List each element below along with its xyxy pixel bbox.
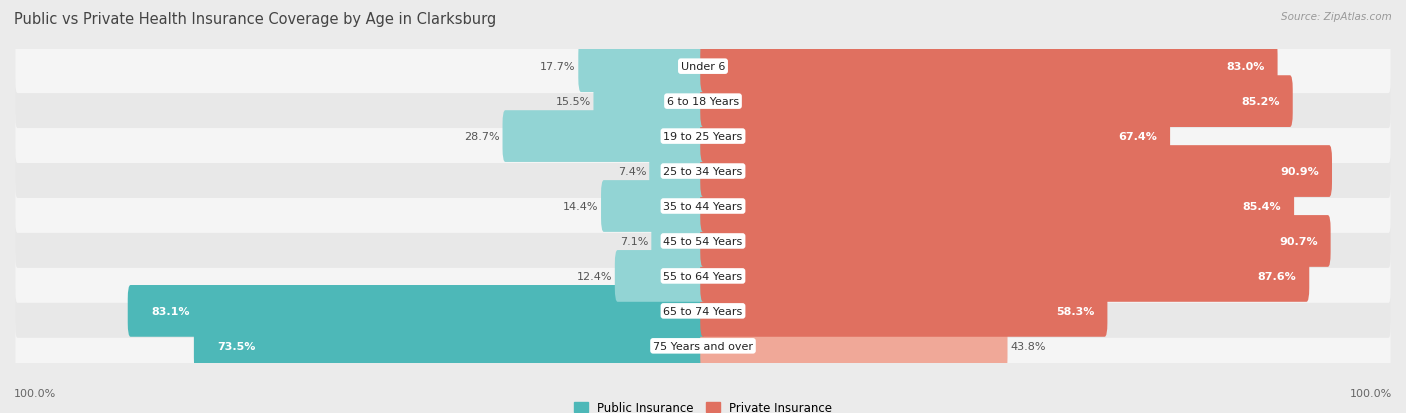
- FancyBboxPatch shape: [650, 146, 706, 197]
- Text: 28.7%: 28.7%: [464, 132, 499, 142]
- Text: 35 to 44 Years: 35 to 44 Years: [664, 202, 742, 211]
- Text: 85.2%: 85.2%: [1241, 97, 1279, 107]
- Text: 73.5%: 73.5%: [218, 341, 256, 351]
- Text: 83.1%: 83.1%: [152, 306, 190, 316]
- Text: 25 to 34 Years: 25 to 34 Years: [664, 166, 742, 177]
- Text: 55 to 64 Years: 55 to 64 Years: [664, 271, 742, 281]
- FancyBboxPatch shape: [578, 41, 706, 93]
- FancyBboxPatch shape: [700, 320, 1008, 372]
- FancyBboxPatch shape: [700, 216, 1330, 267]
- FancyBboxPatch shape: [15, 110, 1391, 164]
- FancyBboxPatch shape: [700, 111, 1170, 163]
- FancyBboxPatch shape: [614, 250, 706, 302]
- FancyBboxPatch shape: [700, 250, 1309, 302]
- FancyBboxPatch shape: [700, 41, 1278, 93]
- Text: 87.6%: 87.6%: [1257, 271, 1296, 281]
- FancyBboxPatch shape: [593, 76, 706, 128]
- Text: 75 Years and over: 75 Years and over: [652, 341, 754, 351]
- FancyBboxPatch shape: [700, 76, 1292, 128]
- FancyBboxPatch shape: [700, 181, 1294, 232]
- Text: 90.7%: 90.7%: [1279, 236, 1317, 247]
- Text: 100.0%: 100.0%: [1350, 388, 1392, 398]
- Text: 100.0%: 100.0%: [14, 388, 56, 398]
- FancyBboxPatch shape: [700, 285, 1108, 337]
- Text: Source: ZipAtlas.com: Source: ZipAtlas.com: [1281, 12, 1392, 22]
- FancyBboxPatch shape: [128, 285, 706, 337]
- Text: 12.4%: 12.4%: [576, 271, 612, 281]
- Text: 83.0%: 83.0%: [1226, 62, 1264, 72]
- Text: 15.5%: 15.5%: [555, 97, 591, 107]
- Text: 85.4%: 85.4%: [1243, 202, 1281, 211]
- Text: 67.4%: 67.4%: [1118, 132, 1157, 142]
- Legend: Public Insurance, Private Insurance: Public Insurance, Private Insurance: [574, 401, 832, 413]
- Text: 14.4%: 14.4%: [562, 202, 599, 211]
- FancyBboxPatch shape: [502, 111, 706, 163]
- Text: 17.7%: 17.7%: [540, 62, 575, 72]
- FancyBboxPatch shape: [15, 214, 1391, 268]
- Text: 90.9%: 90.9%: [1279, 166, 1319, 177]
- FancyBboxPatch shape: [15, 40, 1391, 94]
- FancyBboxPatch shape: [15, 145, 1391, 199]
- Text: 43.8%: 43.8%: [1011, 341, 1046, 351]
- FancyBboxPatch shape: [15, 284, 1391, 338]
- FancyBboxPatch shape: [651, 216, 706, 267]
- FancyBboxPatch shape: [600, 181, 706, 232]
- Text: 7.1%: 7.1%: [620, 236, 648, 247]
- FancyBboxPatch shape: [15, 319, 1391, 373]
- Text: 7.4%: 7.4%: [619, 166, 647, 177]
- Text: 58.3%: 58.3%: [1056, 306, 1094, 316]
- FancyBboxPatch shape: [15, 180, 1391, 233]
- Text: Under 6: Under 6: [681, 62, 725, 72]
- FancyBboxPatch shape: [15, 75, 1391, 129]
- Text: 45 to 54 Years: 45 to 54 Years: [664, 236, 742, 247]
- Text: 6 to 18 Years: 6 to 18 Years: [666, 97, 740, 107]
- Text: Public vs Private Health Insurance Coverage by Age in Clarksburg: Public vs Private Health Insurance Cover…: [14, 12, 496, 27]
- Text: 19 to 25 Years: 19 to 25 Years: [664, 132, 742, 142]
- FancyBboxPatch shape: [194, 320, 706, 372]
- FancyBboxPatch shape: [15, 249, 1391, 303]
- Text: 65 to 74 Years: 65 to 74 Years: [664, 306, 742, 316]
- FancyBboxPatch shape: [700, 146, 1331, 197]
